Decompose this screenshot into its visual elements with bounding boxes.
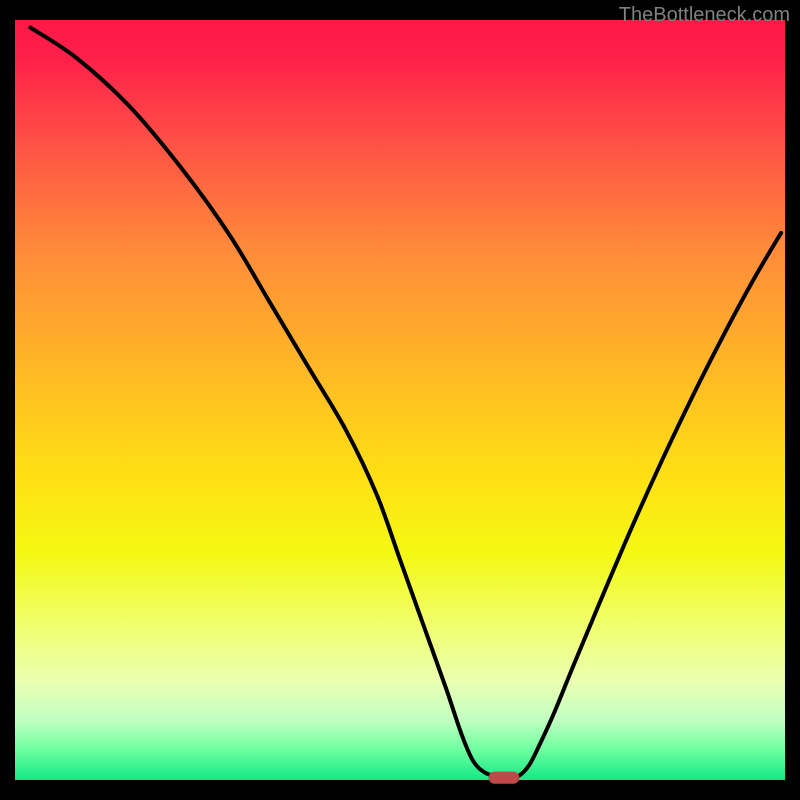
optimal-marker [489, 772, 520, 784]
chart-svg [0, 0, 800, 800]
attribution-text: TheBottleneck.com [619, 4, 790, 27]
bottleneck-chart: TheBottleneck.com [0, 0, 800, 800]
